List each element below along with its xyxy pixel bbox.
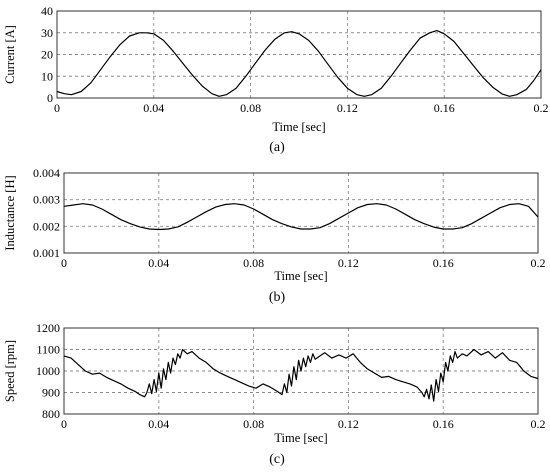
x-tick-label: 0.04 bbox=[148, 256, 169, 270]
series-line-0 bbox=[63, 203, 539, 231]
y-axis-label: Inductance [H] bbox=[3, 175, 17, 250]
y-tick-label: 1000 bbox=[36, 364, 60, 378]
y-tick-label: 10 bbox=[41, 69, 53, 83]
panel-label: (b) bbox=[269, 290, 286, 305]
chart-panel-c: 0 0.04 0.08 0.12 0.16 0.2 800 900 1000 1100 1200 Ti… bbox=[3, 321, 546, 467]
y-tick-label: 40 bbox=[41, 4, 53, 18]
plot-frame bbox=[56, 10, 542, 99]
y-tick-label: 0.002 bbox=[33, 219, 60, 233]
x-tick-label: 0.16 bbox=[433, 256, 454, 270]
y-tick-label: 1100 bbox=[36, 343, 60, 357]
x-axis-label: Time [sec] bbox=[272, 120, 325, 134]
x-tick-label: 0 bbox=[61, 256, 67, 270]
x-tick-label: 0.08 bbox=[240, 101, 261, 115]
x-tick-label: 0.2 bbox=[534, 101, 549, 115]
y-tick-label: 900 bbox=[42, 386, 60, 400]
y-tick-label: 800 bbox=[42, 407, 60, 421]
x-axis-label: Time [sec] bbox=[274, 269, 327, 283]
x-tick-label: 0.08 bbox=[243, 417, 264, 431]
y-tick-label: 0.001 bbox=[33, 246, 60, 260]
x-tick-label: 0.08 bbox=[243, 256, 264, 270]
y-tick-label: 1200 bbox=[36, 321, 60, 335]
y-tick-label: 0.004 bbox=[33, 166, 60, 180]
x-tick-label: 0.12 bbox=[337, 101, 358, 115]
x-axis-label: Time [sec] bbox=[274, 431, 327, 445]
x-tick-label: 0.2 bbox=[531, 256, 546, 270]
x-tick-label: 0.04 bbox=[148, 417, 169, 431]
panel-label: (c) bbox=[269, 452, 285, 467]
series-line-0 bbox=[56, 30, 542, 97]
y-axis-label: Speed [rpm] bbox=[3, 340, 17, 402]
y-tick-label: 30 bbox=[41, 26, 53, 40]
y-tick-label: 0.003 bbox=[33, 193, 60, 207]
chart-panel-a: 0 0.04 0.08 0.12 0.16 0.2 0 10 20 30 40 Time [sec] C… bbox=[3, 4, 549, 155]
series-line-0 bbox=[63, 348, 539, 402]
x-tick-label: 0.2 bbox=[531, 417, 546, 431]
y-tick-label: 0 bbox=[47, 91, 53, 105]
plot-frame bbox=[63, 172, 539, 254]
x-tick-label: 0.16 bbox=[434, 101, 455, 115]
y-axis-label: Current [A] bbox=[3, 25, 17, 84]
x-tick-label: 0 bbox=[54, 101, 60, 115]
x-tick-label: 0.12 bbox=[338, 417, 359, 431]
x-tick-label: 0 bbox=[61, 417, 67, 431]
plot-frame bbox=[63, 327, 539, 415]
x-tick-label: 0.16 bbox=[433, 417, 454, 431]
x-tick-label: 0.04 bbox=[143, 101, 164, 115]
y-tick-label: 20 bbox=[41, 48, 53, 62]
chart-panel-b: 0 0.04 0.08 0.12 0.16 0.2 0.001 0.002 0.003 0.004… bbox=[3, 166, 546, 305]
x-tick-label: 0.12 bbox=[338, 256, 359, 270]
panel-label: (a) bbox=[269, 140, 285, 155]
